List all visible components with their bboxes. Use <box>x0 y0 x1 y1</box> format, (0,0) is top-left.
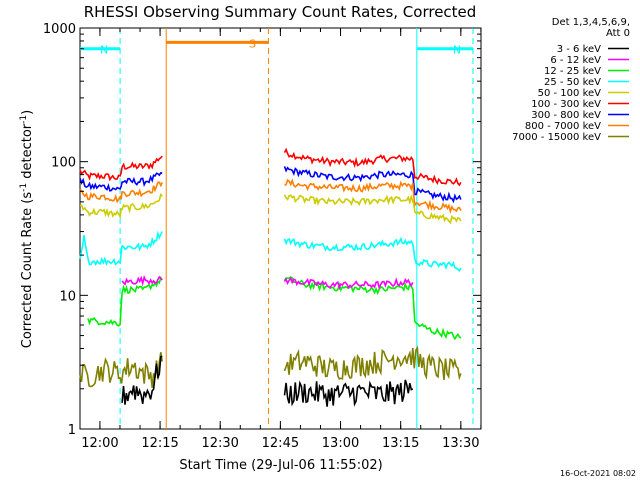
y-axis-label: Corrected Count Rate (s-1 detector-1) <box>19 110 35 348</box>
series-line <box>283 194 462 225</box>
x-tick-label: 13:00 <box>322 436 359 451</box>
legend-label: 800 - 7000 keV <box>525 121 601 132</box>
series-line <box>283 236 462 272</box>
annotation-label: N <box>453 44 461 57</box>
x-tick-label: 13:15 <box>382 436 419 451</box>
annotation-label: S <box>249 37 256 50</box>
series-line <box>284 178 462 214</box>
y-axis-label-part: -1 <box>19 115 29 124</box>
x-tick-label: 12:15 <box>141 436 178 451</box>
series-line <box>79 181 163 204</box>
legend-label: 12 - 25 keV <box>544 66 601 77</box>
annotation-label: N <box>100 44 108 57</box>
series-line <box>283 276 414 291</box>
y-axis-label-part: ) <box>20 110 35 115</box>
legend-label: 6 - 12 keV <box>550 55 601 66</box>
x-axis-label: Start Time (29-Jul-06 11:55:02) <box>179 458 382 473</box>
plot-area: N NS <box>79 28 474 429</box>
series-line <box>79 172 163 192</box>
series-line <box>283 345 462 381</box>
legend-header: Att 0 <box>606 28 630 39</box>
legend-label: 300 - 800 keV <box>531 110 601 121</box>
legend-label: 3 - 6 keV <box>557 44 601 55</box>
series-line <box>121 274 163 287</box>
series-line <box>79 352 163 388</box>
legend-label: 25 - 50 keV <box>544 77 601 88</box>
y-axis-label-part: Corrected Count Rate (s <box>20 192 35 349</box>
series-line <box>79 230 163 267</box>
y-tick-label: 10 <box>59 289 76 304</box>
series-line <box>79 192 163 220</box>
timestamp: 16-Oct-2021 08:02 <box>560 469 636 478</box>
legend-label: 7000 - 15000 keV <box>512 132 601 143</box>
axes: 1 10 100 1000 12:00 12:15 12:30 12:45 13:00 13:15… <box>43 22 482 451</box>
x-tick-label: 12:00 <box>81 436 118 451</box>
legend-label: 100 - 300 keV <box>531 99 601 110</box>
x-tick-label: 12:30 <box>201 436 238 451</box>
series-line <box>283 276 462 341</box>
series-line <box>121 355 163 405</box>
chart-title: RHESSI Observing Summary Count Rates, Co… <box>84 3 477 21</box>
series-line <box>283 147 462 187</box>
series-line <box>87 275 163 327</box>
series-line <box>283 379 414 407</box>
x-tick-label: 13:30 <box>442 436 479 451</box>
y-axis-label-part: detector <box>20 123 35 183</box>
y-tick-label: 100 <box>51 156 76 171</box>
series-line <box>79 155 163 182</box>
legend-header: Det 1,3,4,5,6,9, <box>552 17 630 28</box>
y-tick-label: 1 <box>68 423 76 438</box>
legend-label: 50 - 100 keV <box>538 88 602 99</box>
y-axis-label-part: -1 <box>19 183 29 192</box>
y-tick-label: 1000 <box>43 22 76 37</box>
x-tick-label: 12:45 <box>262 436 299 451</box>
series-line <box>283 166 462 204</box>
